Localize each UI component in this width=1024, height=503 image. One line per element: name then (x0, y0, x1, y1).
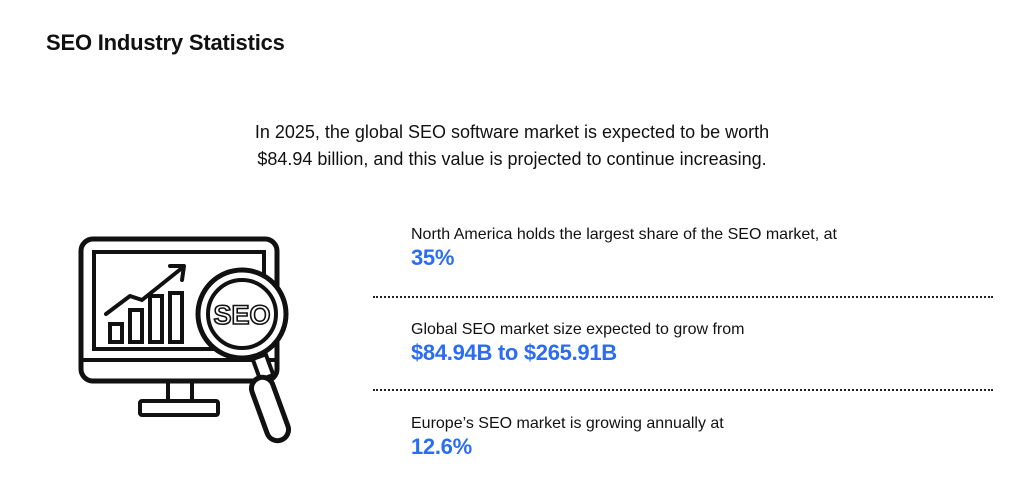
trend-arrow-icon (104, 264, 186, 316)
stat-item: Europe’s SEO market is growing annually … (373, 391, 993, 460)
bar-chart-icon (108, 291, 184, 344)
stat-label: Europe’s SEO market is growing annually … (411, 415, 724, 432)
page-title: SEO Industry Statistics (46, 30, 285, 55)
seo-badge-text: SEO (213, 300, 270, 330)
stat-value: $84.94B to $265.91B (411, 340, 617, 365)
intro-line-1: In 2025, the global SEO software market … (254, 122, 770, 142)
divider (373, 296, 993, 298)
stat-value: 35% (411, 245, 455, 270)
stat-item: North America holds the largest share of… (373, 224, 993, 276)
stat-value: 12.6% (411, 434, 472, 459)
intro-text: In 2025, the global SEO software market … (130, 119, 894, 173)
divider (373, 389, 993, 391)
stat-item: Global SEO market size expected to grow … (373, 298, 993, 373)
stats-list: North America holds the largest share of… (373, 224, 993, 460)
intro-line-2: $84.94 billion, and this value is projec… (257, 149, 767, 169)
monitor-icon: SEO (78, 236, 292, 444)
seo-illustration: SEO (78, 232, 308, 459)
magnifier-icon: SEO (195, 267, 292, 444)
stat-label: North America holds the largest share of… (411, 226, 837, 243)
stat-label: Global SEO market size expected to grow … (411, 321, 745, 338)
